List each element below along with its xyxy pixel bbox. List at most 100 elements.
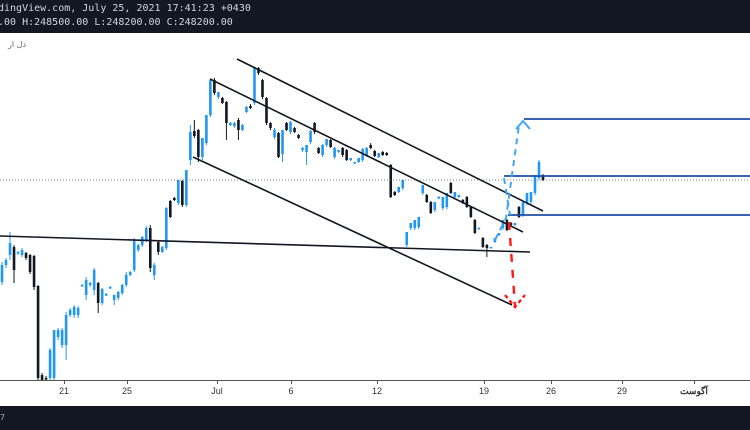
candle-body [68,310,72,315]
candle-body [289,122,292,132]
candle-body [437,197,441,199]
candle [233,122,236,128]
candle-body [501,220,505,228]
candle-body [373,151,376,156]
candle-body [465,197,469,207]
candle [20,248,24,257]
candle-body [445,193,449,207]
candle-body [209,80,212,115]
candle [112,295,116,305]
candle-body [160,247,164,252]
candle [317,147,320,154]
candle [369,143,372,149]
candle [56,328,60,340]
candle [325,139,328,147]
candle [136,244,140,252]
candle-body [377,153,380,157]
candle-body [217,92,220,97]
candle-body [8,243,12,255]
x-tick: 25 [121,386,133,396]
candle-body [469,207,473,217]
candle [169,200,172,218]
x-tick: Jul [211,386,223,396]
candle [517,206,521,218]
candle [185,170,188,207]
candle-body [333,148,336,157]
channel-upper-line[interactable] [236,58,544,212]
candle-body [541,175,545,180]
x-tick: 29 [616,386,628,396]
candle [177,180,180,205]
candle [40,373,44,380]
candle [293,127,296,133]
candle-body [529,192,533,202]
candle-body [249,106,252,108]
candle-body [381,152,385,155]
candle-body [104,294,108,296]
candle-body [457,195,461,197]
candle-body [405,232,409,245]
candle-body [16,252,20,254]
candle-body [132,240,136,270]
candle-body [329,140,332,147]
candle-body [245,107,248,112]
candle-body [477,228,481,230]
candle [289,121,292,134]
candle-body [116,292,120,298]
candle-body [40,375,44,380]
candle-body [76,308,80,315]
candle-body [165,208,168,248]
bearish-projection-arrow[interactable] [504,221,526,309]
candle-body [281,130,284,154]
candle [48,348,52,380]
candle [413,220,417,230]
candle [473,219,477,234]
candle [405,232,409,247]
channel-lower-line[interactable] [192,156,513,306]
candle [100,288,104,305]
candle [489,247,493,249]
candle-body [489,247,493,249]
support-line[interactable] [0,235,531,253]
candle [44,376,48,380]
candle [385,152,389,156]
candle [64,312,68,360]
candle-body [0,265,4,282]
channel-mid-line[interactable] [209,78,524,233]
candle [477,227,481,230]
candle-body [493,238,497,242]
candle [16,251,20,255]
candle-body [201,138,204,157]
candle [481,237,485,248]
candle [96,282,100,313]
candle-body [473,220,477,233]
bullish-projection-arrow[interactable] [494,119,531,241]
candle-body [56,330,60,337]
candle [353,162,356,164]
candle [297,134,300,139]
x-tick: 19 [478,386,490,396]
candle-body [401,180,405,188]
candle [245,106,248,113]
candle [537,160,541,180]
candle-body [185,170,188,205]
candle [124,272,128,287]
candle-body [369,145,372,148]
candle [132,238,136,272]
candle-body [128,272,132,275]
x-tick: 6 [288,386,294,396]
candle [421,185,425,195]
candle-body [213,80,216,93]
price-chart[interactable] [0,33,750,380]
candle-body [313,123,316,132]
candle-body [269,123,272,128]
candle [273,128,276,139]
candle [513,223,517,226]
candle-body [189,132,192,160]
tradingview-logo-icon: 7 [0,413,6,422]
candle [321,144,324,157]
time-axis[interactable]: 21 25 Jul 6 12 19 26 29 آگوست [0,380,750,407]
candle-body [156,242,160,252]
candle-body [449,183,453,193]
candle-body [20,250,24,255]
